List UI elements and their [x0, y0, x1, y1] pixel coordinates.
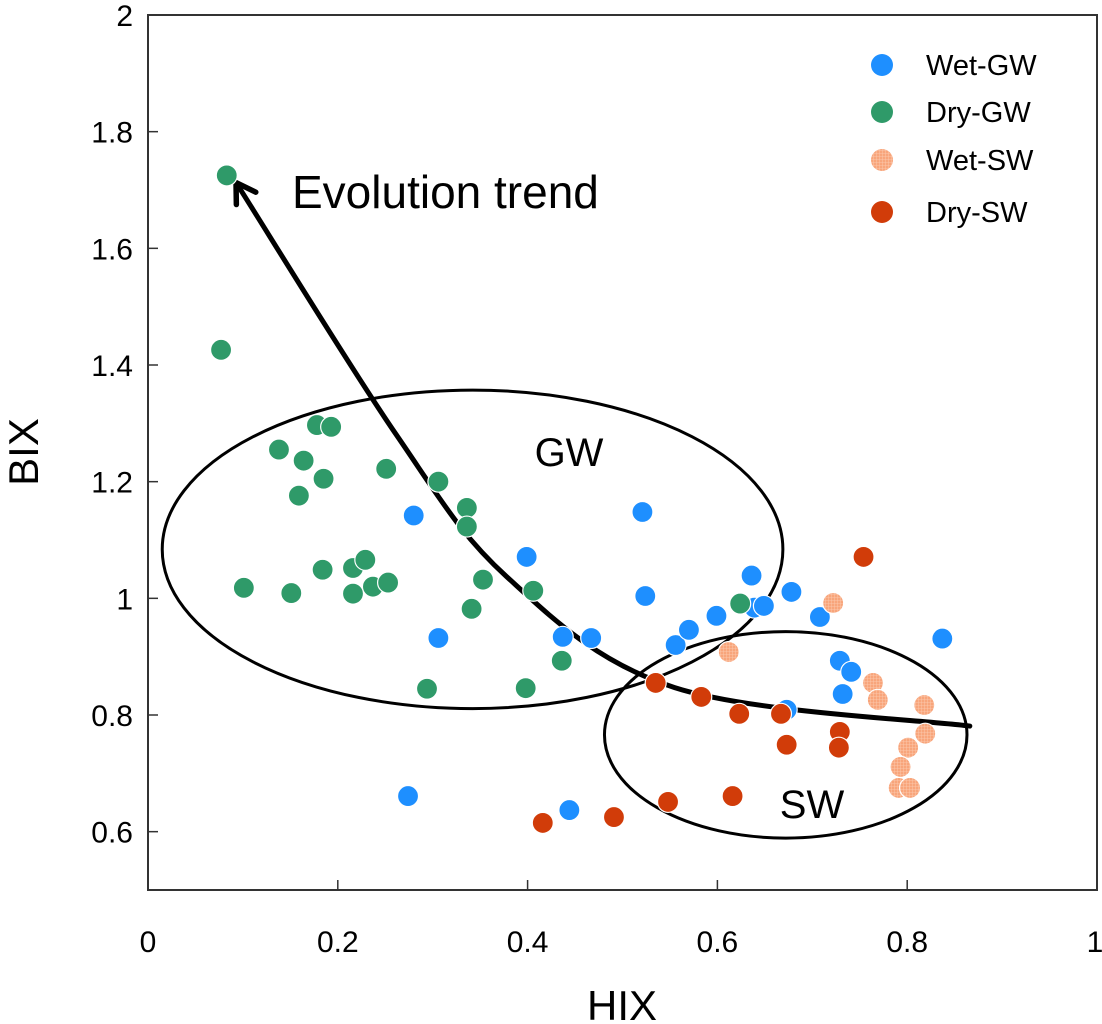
data-point	[889, 755, 912, 779]
data-point	[769, 702, 793, 725]
x-tick-label: 0.6	[697, 926, 739, 959]
data-point	[354, 548, 377, 571]
legend-label: Dry-SW	[926, 197, 1028, 229]
gw-ellipse	[160, 388, 785, 711]
data-point	[580, 626, 603, 650]
data-point	[402, 504, 425, 527]
series-wet-gw	[396, 500, 954, 822]
data-point	[897, 736, 920, 759]
data-point	[827, 736, 850, 759]
data-point	[232, 576, 255, 599]
data-point	[471, 568, 495, 591]
evolution-trend-arrow	[235, 183, 973, 729]
data-point	[455, 515, 478, 538]
data-point	[690, 685, 713, 709]
data-point	[677, 618, 701, 641]
data-point	[644, 671, 667, 695]
sw-group-label: SW	[780, 783, 845, 827]
data-point	[267, 438, 291, 461]
y-tick-label: 1.6	[91, 233, 133, 266]
data-point	[634, 584, 657, 608]
data-point	[312, 467, 335, 490]
data-point	[550, 649, 573, 672]
gw-group-label: GW	[535, 431, 604, 475]
data-point	[717, 640, 740, 664]
data-point	[728, 702, 751, 725]
data-point	[427, 626, 450, 650]
legend-label: Wet-GW	[926, 50, 1037, 82]
y-tick-label: 1.8	[91, 117, 133, 150]
y-tick-label: 0.8	[91, 700, 133, 733]
sw-ellipse	[602, 630, 969, 840]
data-point	[822, 591, 845, 615]
data-point	[931, 627, 954, 650]
data-point	[664, 633, 687, 657]
data-point	[558, 798, 581, 822]
data-point	[427, 470, 450, 493]
x-axis-title: HIX	[587, 982, 657, 1024]
data-point	[866, 688, 889, 711]
data-point	[775, 733, 798, 756]
legend-marker	[871, 149, 893, 171]
data-point	[311, 558, 334, 581]
x-tick-label: 0.2	[317, 926, 359, 959]
y-tick-label: 2	[116, 0, 133, 33]
data-point	[215, 164, 238, 187]
x-tick-label: 0.8	[886, 926, 928, 959]
data-point	[631, 500, 654, 524]
data-point	[913, 693, 936, 717]
data-point	[460, 597, 483, 620]
y-axis-title: BIX	[0, 418, 47, 486]
data-point	[721, 784, 744, 808]
data-point	[375, 457, 398, 480]
series-dry-gw	[209, 164, 752, 700]
data-point	[705, 604, 728, 627]
arrow-head-icon	[233, 178, 259, 208]
plot-frame	[147, 14, 1098, 891]
legend-label: Dry-GW	[926, 97, 1031, 129]
y-tick-label: 1	[116, 583, 133, 616]
data-point	[287, 484, 310, 507]
x-tick-label: 1	[1087, 926, 1102, 959]
data-point	[531, 811, 554, 835]
data-point	[551, 625, 574, 648]
data-point	[209, 338, 233, 361]
x-tick-label: 0.4	[507, 926, 549, 959]
data-point	[780, 580, 803, 604]
data-point	[341, 582, 365, 605]
y-tick-label: 1.2	[91, 467, 133, 500]
data-point	[914, 722, 937, 745]
evolution-trend-label: Evolution trend	[292, 166, 599, 218]
data-point	[602, 805, 626, 829]
y-tick-label: 0.6	[91, 817, 133, 850]
data-point	[292, 449, 315, 472]
data-point	[656, 790, 680, 814]
series-dry-sw	[531, 545, 875, 835]
data-point	[514, 677, 537, 700]
data-point	[320, 415, 343, 438]
data-point	[852, 545, 875, 569]
x-tick-label: 0	[140, 926, 157, 959]
data-point	[729, 592, 752, 615]
series-wet-sw	[717, 591, 937, 800]
y-tick-label: 1.4	[91, 350, 133, 383]
data-point	[522, 579, 545, 602]
data-point	[898, 776, 922, 800]
data-point	[740, 564, 763, 587]
data-point	[752, 594, 776, 618]
data-point	[376, 571, 400, 594]
legend-marker	[871, 54, 893, 76]
data-point	[455, 496, 478, 520]
data-point	[515, 545, 538, 569]
data-point	[840, 660, 863, 683]
data-point	[808, 605, 831, 629]
legend-label: Wet-SW	[926, 145, 1034, 177]
data-point	[280, 581, 303, 605]
data-point	[396, 784, 420, 808]
data-point	[415, 677, 439, 700]
legend-marker	[871, 101, 893, 123]
data-point	[831, 682, 854, 706]
legend-marker	[871, 201, 893, 223]
